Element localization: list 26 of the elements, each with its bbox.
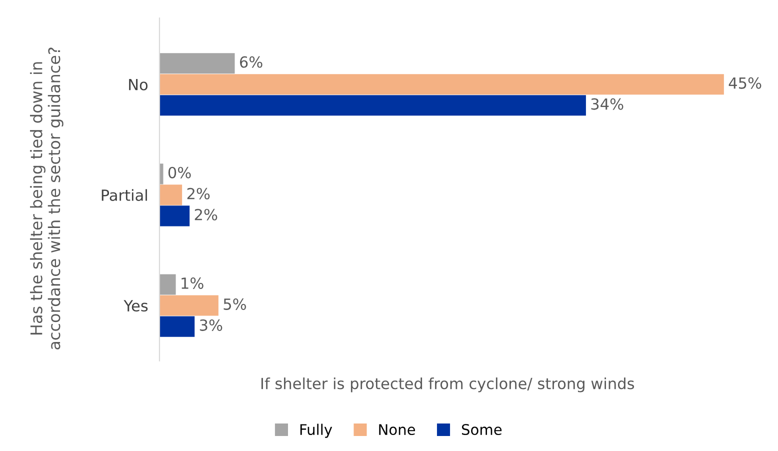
- bar: [159, 274, 176, 295]
- x-axis-title: If shelter is protected from cyclone/ strong winds: [261, 377, 634, 392]
- data-label: 3%: [200, 319, 222, 331]
- y-tick-label: No: [129, 79, 148, 90]
- bar: [159, 184, 182, 206]
- data-label: 6%: [240, 56, 262, 68]
- data-label: 5%: [224, 298, 246, 310]
- data-label: 1%: [182, 277, 204, 289]
- data-label: 2%: [194, 208, 218, 220]
- data-label: 2%: [187, 188, 210, 200]
- bar: [159, 74, 724, 95]
- bar: [159, 295, 218, 316]
- legend-label: Fully: [300, 424, 332, 438]
- bar: [159, 316, 195, 337]
- data-label: 34%: [591, 98, 624, 110]
- data-label: 45%: [728, 77, 762, 89]
- bar: [159, 206, 190, 226]
- bar: [159, 53, 235, 74]
- legend-label: None: [379, 424, 416, 436]
- y-axis-title: Has the shelter being tied down in accordance with the sector guidance?: [30, 48, 64, 350]
- bar: [159, 95, 586, 116]
- y-tick-label: Yes: [124, 300, 148, 312]
- data-label: 0%: [168, 166, 191, 178]
- y-tick-label: Partial: [102, 189, 147, 201]
- bar: [159, 164, 164, 184]
- legend-label: Some: [462, 424, 502, 436]
